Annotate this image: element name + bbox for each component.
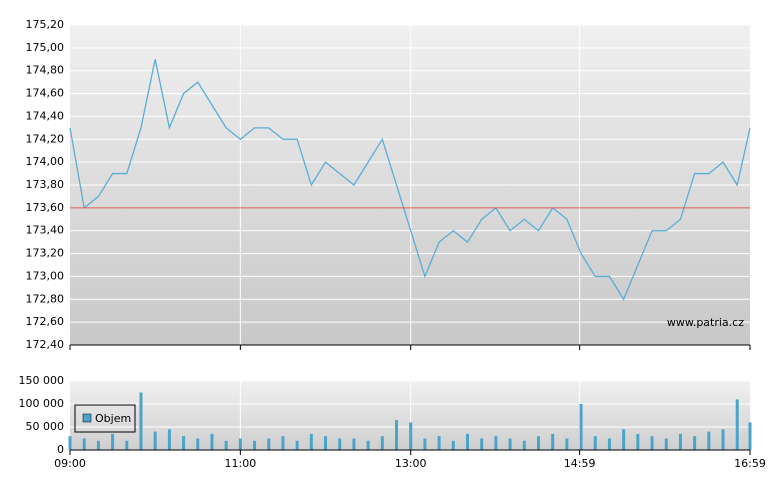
volume-bar [735, 399, 739, 450]
volume-bar [707, 431, 711, 450]
volume-bar [650, 436, 654, 450]
legend-swatch [82, 413, 92, 423]
volume-bar [96, 440, 100, 450]
volume-bar [111, 433, 115, 450]
volume-bar [522, 440, 526, 450]
x-tick-label: 16:59 [734, 457, 766, 470]
watermark: www.patria.cz [667, 316, 744, 329]
y-tick-label: 150 000 [19, 374, 65, 387]
legend-label: Objem [95, 412, 131, 425]
volume-bar [451, 440, 455, 450]
volume-bar [238, 438, 242, 450]
y-tick-label: 172,60 [26, 315, 65, 328]
volume-bar [551, 433, 555, 450]
y-tick-label: 172,80 [26, 292, 65, 305]
price-line [69, 59, 751, 301]
volume-bar [565, 438, 569, 450]
volume-bar [68, 436, 72, 450]
volume-bar [678, 433, 682, 450]
volume-bar [437, 436, 441, 450]
volume-bar [693, 436, 697, 450]
y-tick-label: 174,80 [26, 64, 65, 77]
y-tick-label: 174,20 [26, 132, 65, 145]
x-tick-label: 09:00 [54, 457, 86, 470]
volume-bar [579, 404, 583, 450]
volume-bar [196, 438, 200, 450]
volume-bar [309, 433, 313, 450]
volume-bar [465, 433, 469, 450]
y-tick-label: 173,00 [26, 269, 65, 282]
y-tick-label: 50 000 [26, 420, 65, 433]
volume-bar [267, 438, 271, 450]
volume-bar [153, 431, 157, 450]
y-tick-label: 174,40 [26, 109, 65, 122]
x-tick-label: 13:00 [395, 457, 427, 470]
volume-bar [409, 422, 413, 450]
volume-bar [295, 440, 299, 450]
volume-bar [366, 440, 370, 450]
y-tick-label: 174,00 [26, 155, 65, 168]
volume-bar [423, 438, 427, 450]
volume-bar [182, 436, 186, 450]
volume-bar [139, 392, 143, 450]
volume-bar [622, 429, 626, 450]
y-tick-label: 173,60 [26, 201, 65, 214]
volume-bar [210, 433, 214, 450]
volume-bar [664, 438, 668, 450]
volume-bar [508, 438, 512, 450]
y-tick-label: 175,20 [26, 18, 65, 31]
volume-bar [338, 438, 342, 450]
volume-bar [636, 433, 640, 450]
volume-bar [352, 438, 356, 450]
volume-bar [324, 436, 328, 450]
y-tick-label: 100 000 [19, 397, 65, 410]
volume-bar [607, 438, 611, 450]
x-tick-label: 11:00 [225, 457, 257, 470]
volume-bar [536, 436, 540, 450]
volume-bar [253, 440, 257, 450]
y-tick-label: 0 [57, 443, 64, 456]
volume-bar [593, 436, 597, 450]
y-tick-label: 172,40 [26, 338, 65, 351]
volume-bar [224, 440, 228, 450]
y-tick-label: 175,00 [26, 41, 65, 54]
x-tick-label: 14:59 [564, 457, 596, 470]
volume-bar [748, 422, 752, 450]
volume-bar [721, 429, 725, 450]
volume-bar [395, 420, 399, 450]
y-tick-label: 174,60 [26, 87, 65, 100]
y-tick-label: 173,40 [26, 224, 65, 237]
volume-bar [281, 436, 285, 450]
volume-bar [494, 436, 498, 450]
volume-bar [125, 440, 129, 450]
y-tick-label: 173,20 [26, 247, 65, 260]
volume-bar [380, 436, 384, 450]
volume-bar [82, 438, 86, 450]
volume-bar [480, 438, 484, 450]
legend-box [74, 404, 136, 433]
y-tick-label: 173,80 [26, 178, 65, 191]
volume-bar [167, 429, 171, 450]
